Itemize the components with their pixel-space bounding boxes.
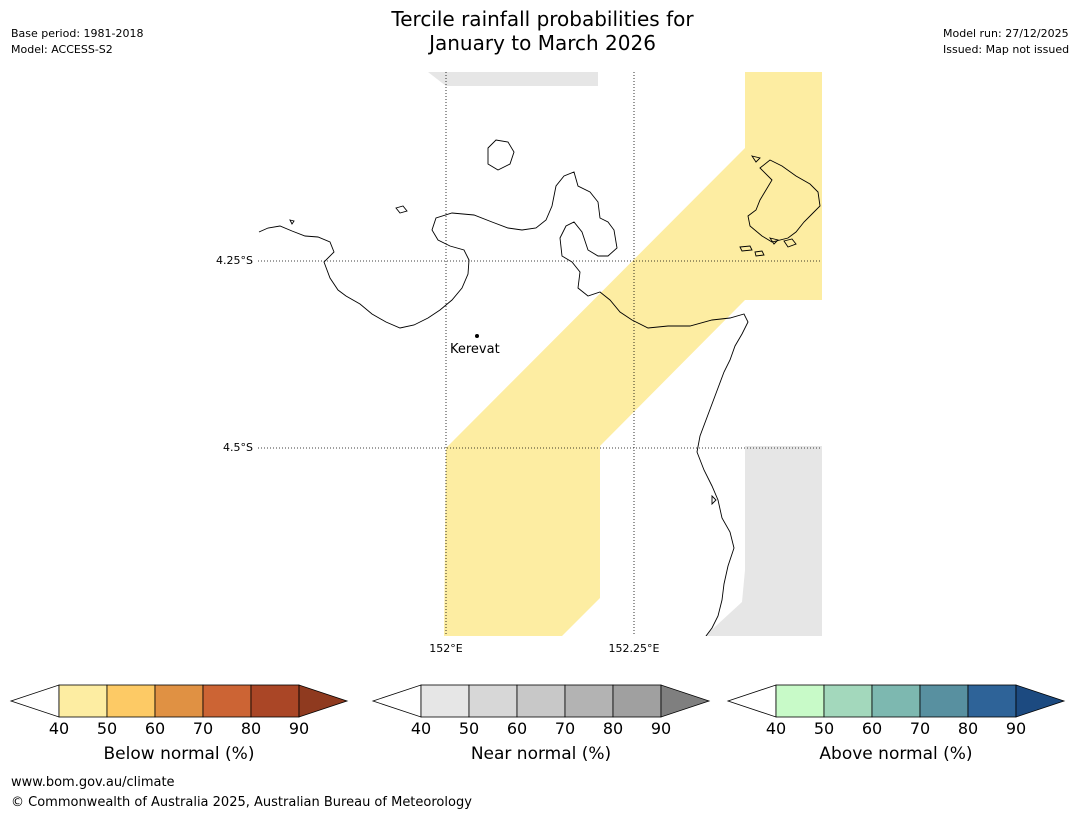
islet-3 xyxy=(739,245,753,252)
colorbar-above-segment-1 xyxy=(823,684,873,718)
graticule xyxy=(258,72,822,636)
colorbar-above-segment-0 xyxy=(775,684,825,718)
colorbar-below-over-triangle xyxy=(298,684,349,718)
colorbar-below-segment-4 xyxy=(250,684,300,718)
issued-text: Issued: Map not issued xyxy=(943,43,1070,56)
colorbar-below-under-triangle xyxy=(9,684,60,718)
cb-near-tick-50: 50 xyxy=(458,719,480,738)
near-normal-patch-southeast xyxy=(705,446,822,636)
colorbar-near-label: Near normal (%) xyxy=(470,744,612,764)
footer-copyright: © Commonwealth of Australia 2025, Austra… xyxy=(11,795,472,810)
cb-near-tick-40: 40 xyxy=(410,719,432,738)
cb-below-tick-60: 60 xyxy=(144,719,166,738)
colorbar-near-segment-1 xyxy=(468,684,518,718)
cb-below-tick-40: 40 xyxy=(48,719,70,738)
small-islet-1 xyxy=(395,205,408,214)
place-label-kerevat: Kerevat xyxy=(450,342,500,357)
lon-label-152-25e: 152.25°E xyxy=(608,642,660,655)
colorbar-above-under-triangle xyxy=(726,684,777,718)
cb-above-tick-60: 60 xyxy=(861,719,883,738)
kerevat-marker xyxy=(475,334,479,338)
colorbar-below-label: Below normal (%) xyxy=(103,744,255,764)
title-line-1: Tercile rainfall probabilities for xyxy=(391,7,694,31)
cb-above-tick-40: 40 xyxy=(765,719,787,738)
cb-near-tick-70: 70 xyxy=(554,719,576,738)
colorbar-below-segment-2 xyxy=(154,684,204,718)
below-normal-band xyxy=(444,72,822,636)
title-line-2: January to March 2026 xyxy=(429,31,656,55)
new-britain-coast-west xyxy=(258,171,749,636)
lon-label-152e: 152°E xyxy=(429,642,463,655)
cb-above-tick-80: 80 xyxy=(957,719,979,738)
colorbar-above-over-triangle xyxy=(1015,684,1066,718)
colorbar-above-segment-3 xyxy=(919,684,969,718)
colorbar-above-label: Above normal (%) xyxy=(819,744,973,764)
cb-near-tick-60: 60 xyxy=(506,719,528,738)
colorbar-near-over-triangle xyxy=(660,684,711,718)
colorbar-near-segment-4 xyxy=(612,684,662,718)
colorbar-near-segment-0 xyxy=(420,684,470,718)
model-text: Model: ACCESS-S2 xyxy=(11,43,113,56)
islet-4 xyxy=(754,250,765,257)
meta-left: Base period: 1981-2018 Model: ACCESS-S2 xyxy=(11,26,143,58)
base-period-text: Base period: 1981-2018 xyxy=(11,27,144,40)
probability-map xyxy=(258,72,822,636)
model-run-text: Model run: 27/12/2025 xyxy=(943,27,1069,40)
small-island-1 xyxy=(487,139,515,171)
near-normal-patch-top xyxy=(428,72,598,86)
colorbar-below-segment-0 xyxy=(58,684,108,718)
cb-near-tick-80: 80 xyxy=(602,719,624,738)
cb-below-tick-90: 90 xyxy=(288,719,310,738)
colorbar-below-segment-1 xyxy=(106,684,156,718)
islet-8 xyxy=(711,494,717,506)
colorbar-above-segment-4 xyxy=(967,684,1017,718)
cb-below-tick-70: 70 xyxy=(192,719,214,738)
colorbar-above-segment-2 xyxy=(871,684,921,718)
coastline xyxy=(258,139,821,636)
meta-right: Model run: 27/12/2025 Issued: Map not is… xyxy=(943,26,1069,58)
cb-near-tick-90: 90 xyxy=(650,719,672,738)
islet-7 xyxy=(750,155,761,163)
cb-below-tick-80: 80 xyxy=(240,719,262,738)
lat-label-4-5s: 4.5°S xyxy=(223,441,253,454)
islet-6 xyxy=(768,237,779,245)
colorbar-near-under-triangle xyxy=(371,684,422,718)
islet-5 xyxy=(783,238,797,248)
colorbars xyxy=(9,684,1066,718)
footer-url: www.bom.gov.au/climate xyxy=(11,775,175,790)
map-title: Tercile rainfall probabilities for Janua… xyxy=(0,7,1085,55)
colorbar-near xyxy=(371,684,711,718)
colorbar-above xyxy=(726,684,1066,718)
cb-above-tick-50: 50 xyxy=(813,719,835,738)
lat-label-4-25s: 4.25°S xyxy=(216,254,253,267)
cb-above-tick-90: 90 xyxy=(1005,719,1027,738)
cb-below-tick-50: 50 xyxy=(96,719,118,738)
colorbar-below-segment-3 xyxy=(202,684,252,718)
small-islet-2 xyxy=(289,219,295,225)
duke-of-york-islands xyxy=(747,159,821,243)
cb-above-tick-70: 70 xyxy=(909,719,931,738)
colorbar-near-segment-3 xyxy=(564,684,614,718)
colorbar-below xyxy=(9,684,349,718)
colorbar-near-segment-2 xyxy=(516,684,566,718)
